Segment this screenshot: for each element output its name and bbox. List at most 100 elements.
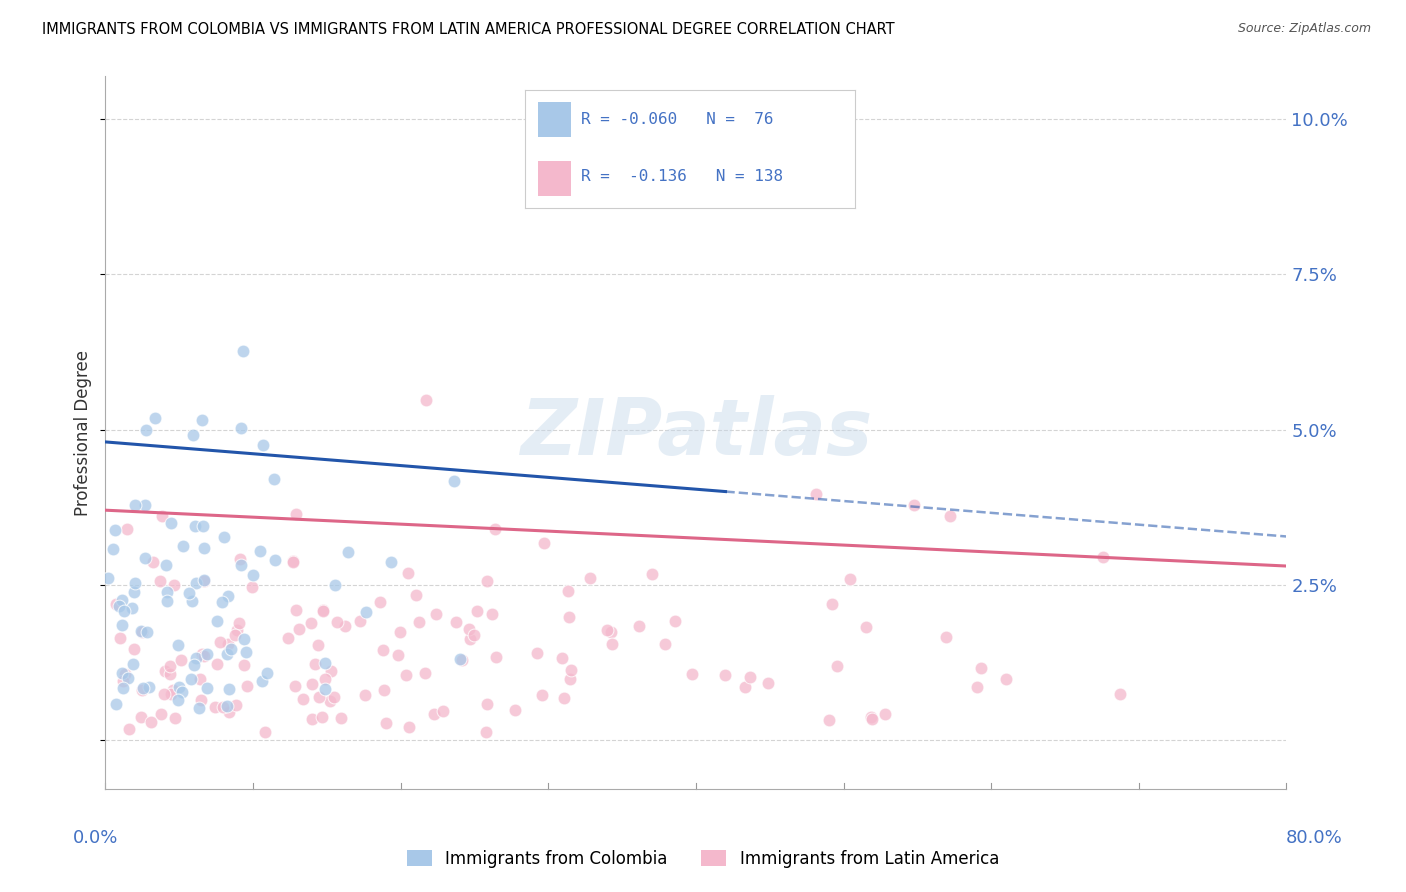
Point [229, 552, 252, 566]
Text: ZIPatlas: ZIPatlas [520, 394, 872, 471]
Point [124, 576, 146, 591]
Point [415, 393, 437, 408]
Point [205, 614, 228, 628]
Point [281, 554, 304, 568]
Point [627, 619, 650, 633]
Point [654, 637, 676, 651]
Point [307, 638, 329, 652]
Point [825, 658, 848, 673]
Point [641, 567, 664, 582]
Point [312, 604, 335, 618]
Point [124, 584, 146, 599]
Point [449, 652, 471, 666]
Point [256, 666, 278, 681]
Point [112, 604, 135, 618]
Point [134, 551, 156, 566]
Point [356, 606, 378, 620]
Point [557, 583, 579, 598]
Point [163, 578, 186, 592]
Point [481, 607, 503, 622]
Point [153, 665, 176, 679]
Point [681, 666, 703, 681]
Point [354, 688, 377, 702]
Point [165, 710, 187, 724]
Point [232, 632, 254, 646]
Point [172, 685, 194, 699]
Point [457, 622, 479, 636]
Point [193, 541, 215, 555]
Point [325, 578, 347, 592]
Point [558, 673, 581, 687]
Point [533, 536, 555, 550]
Point [135, 423, 157, 437]
Point [131, 682, 153, 697]
Point [195, 647, 218, 661]
Point [860, 712, 883, 726]
Point [738, 670, 761, 684]
Point [966, 681, 988, 695]
Point [875, 706, 897, 721]
Point [148, 574, 170, 588]
Point [138, 680, 160, 694]
Point [970, 661, 993, 675]
Point [312, 603, 335, 617]
Point [217, 637, 239, 651]
Point [284, 679, 307, 693]
Point [131, 710, 153, 724]
Point [181, 594, 204, 608]
Point [463, 628, 485, 642]
Point [225, 698, 247, 712]
Point [191, 413, 214, 427]
Point [600, 625, 623, 640]
Point [224, 628, 246, 642]
Point [235, 645, 257, 659]
Point [465, 604, 488, 618]
Y-axis label: Professional Degree: Professional Degree [75, 350, 93, 516]
Point [374, 715, 396, 730]
Point [318, 694, 340, 708]
Point [193, 573, 215, 587]
Point [935, 630, 957, 644]
Point [276, 631, 298, 645]
Point [240, 580, 263, 594]
Point [388, 624, 411, 639]
Point [425, 607, 447, 621]
Point [855, 619, 877, 633]
Point [159, 658, 181, 673]
Point [180, 672, 202, 686]
Point [756, 676, 779, 690]
Point [484, 522, 506, 536]
Point [111, 673, 134, 688]
Point [249, 543, 271, 558]
Point [311, 709, 333, 723]
Point [172, 539, 194, 553]
Point [337, 545, 360, 559]
Point [903, 498, 925, 512]
Point [301, 677, 323, 691]
Point [218, 681, 240, 696]
Point [184, 519, 207, 533]
Point [600, 637, 623, 651]
Point [111, 592, 134, 607]
Point [596, 623, 619, 637]
Point [160, 687, 183, 701]
Point [804, 487, 827, 501]
Point [111, 681, 134, 696]
Point [253, 725, 276, 739]
Point [1108, 687, 1130, 701]
Point [193, 648, 215, 663]
Point [373, 642, 395, 657]
Legend: Immigrants from Colombia, Immigrants from Latin America: Immigrants from Colombia, Immigrants fro… [401, 844, 1005, 875]
Point [108, 631, 131, 645]
Point [368, 595, 391, 609]
Point [111, 665, 134, 680]
Point [373, 683, 395, 698]
Point [167, 638, 190, 652]
Point [143, 411, 166, 425]
Point [156, 594, 179, 608]
Point [423, 706, 446, 721]
Point [326, 615, 349, 629]
Point [292, 692, 315, 706]
Point [285, 508, 308, 522]
Point [387, 648, 409, 663]
